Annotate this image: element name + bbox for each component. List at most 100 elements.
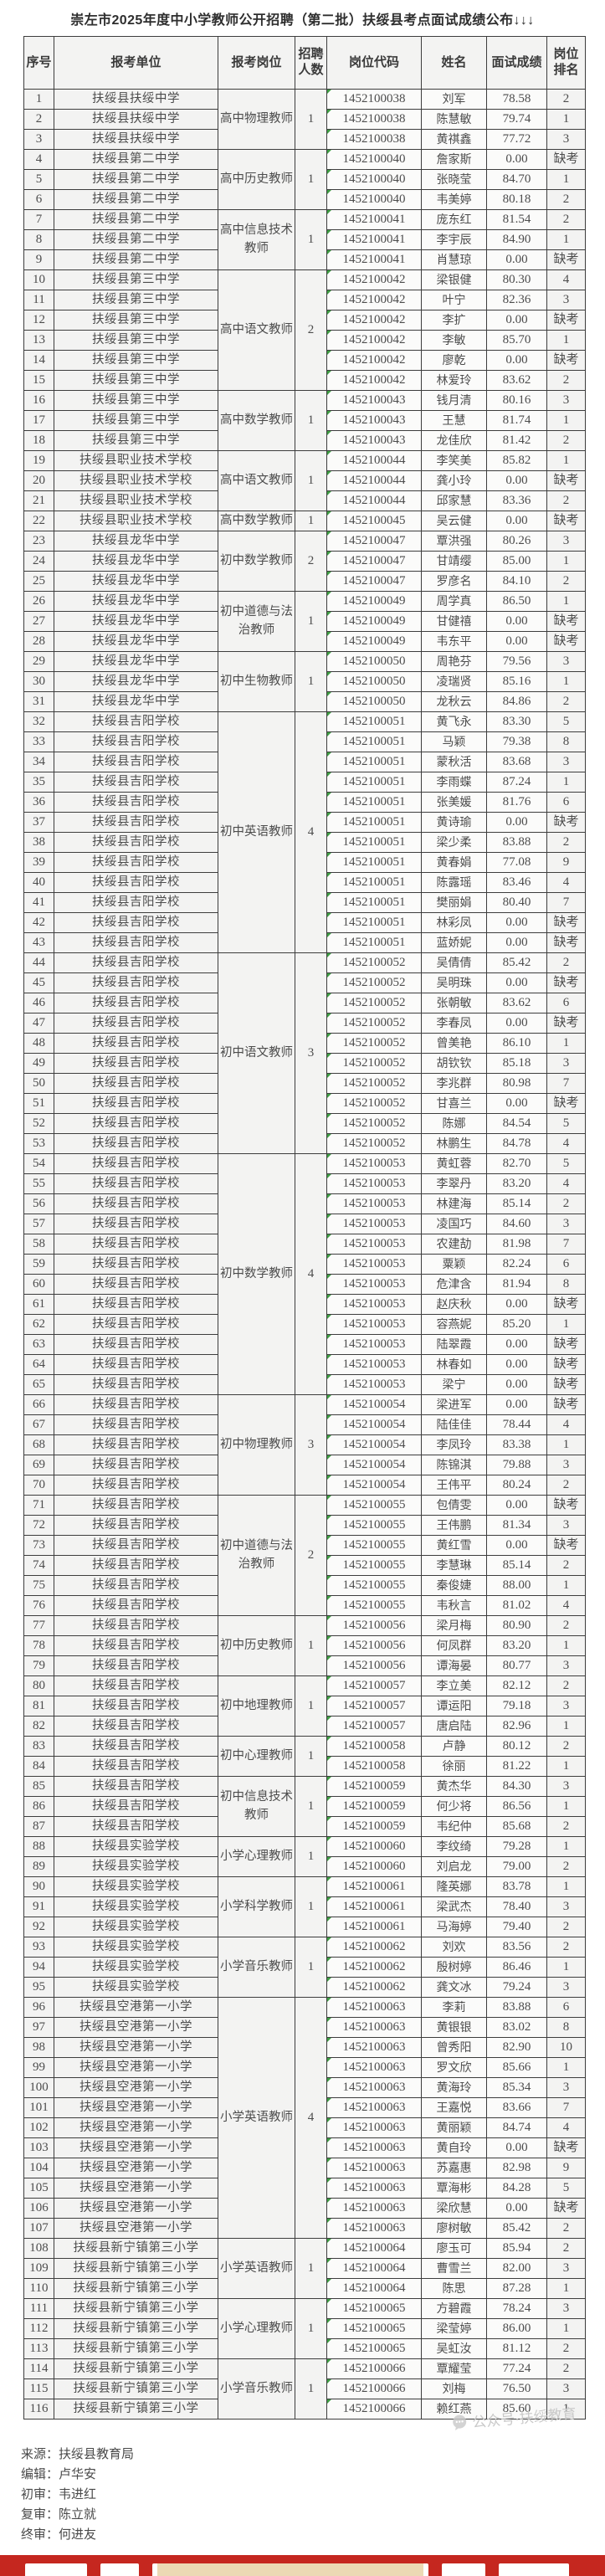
cell-seq-number: 114 bbox=[23, 2358, 54, 2379]
cell-recruit-count: 1 bbox=[295, 1736, 327, 1777]
cell-position-code: 1452100066 bbox=[326, 2378, 422, 2399]
cell-seq-number: 82 bbox=[23, 1716, 54, 1737]
cell-seq-number: 60 bbox=[23, 1274, 54, 1295]
cell-interview-score: 0.00 bbox=[486, 631, 547, 652]
cell-position-rank: 缺考 bbox=[546, 2198, 586, 2219]
cell-position: 初中道德与法治教师 bbox=[218, 1495, 295, 1616]
cell-position-code: 1452100051 bbox=[326, 792, 422, 813]
cell-recruit-count: 1 bbox=[295, 2298, 327, 2359]
cell-candidate-name: 李莉 bbox=[421, 1997, 487, 2018]
cell-school: 扶绥县实验学校 bbox=[54, 1917, 218, 1937]
cell-candidate-name: 唐启陆 bbox=[421, 1716, 487, 1737]
cell-position-code: 1452100053 bbox=[326, 1334, 422, 1355]
cell-position-rank: 3 bbox=[546, 390, 586, 411]
cell-school: 扶绥县龙华中学 bbox=[54, 671, 218, 692]
cell-interview-score: 83.62 bbox=[486, 370, 547, 391]
cell-position-code: 1452100066 bbox=[326, 2358, 422, 2379]
cell-seq-number: 101 bbox=[23, 2097, 54, 2118]
cell-seq-number: 38 bbox=[23, 832, 54, 853]
cell-school: 扶绥县第二中学 bbox=[54, 189, 218, 210]
cell-candidate-name: 王伟平 bbox=[421, 1475, 487, 1496]
cell-interview-score: 80.30 bbox=[486, 269, 547, 290]
cell-seq-number: 65 bbox=[23, 1374, 54, 1395]
cell-recruit-count: 4 bbox=[295, 1997, 327, 2239]
cell-position-rank: 缺考 bbox=[546, 310, 586, 331]
cell-seq-number: 31 bbox=[23, 691, 54, 712]
column-header: 序号 bbox=[23, 36, 54, 90]
cell-position-rank: 3 bbox=[546, 752, 586, 772]
cell-seq-number: 87 bbox=[23, 1816, 54, 1837]
cell-position: 高中信息技术教师 bbox=[218, 209, 295, 270]
cell-interview-score: 0.00 bbox=[486, 611, 547, 632]
cell-seq-number: 32 bbox=[23, 711, 54, 732]
cell-school: 扶绥县吉阳学校 bbox=[54, 1414, 218, 1435]
cell-position-rank: 1 bbox=[546, 109, 586, 130]
cell-interview-score: 81.34 bbox=[486, 1515, 547, 1536]
cell-interview-score: 83.88 bbox=[486, 832, 547, 853]
cell-seq-number: 40 bbox=[23, 872, 54, 893]
cell-position-code: 1452100063 bbox=[326, 2017, 422, 2038]
cell-candidate-name: 刘启龙 bbox=[421, 1856, 487, 1877]
cell-position-code: 1452100054 bbox=[326, 1455, 422, 1475]
cell-school: 扶绥县实验学校 bbox=[54, 1937, 218, 1958]
cell-interview-score: 84.70 bbox=[486, 169, 547, 190]
cell-seq-number: 95 bbox=[23, 1977, 54, 1998]
cell-position-rank: 缺考 bbox=[546, 611, 586, 632]
cell-candidate-name: 梁莹婷 bbox=[421, 2318, 487, 2339]
cell-seq-number: 67 bbox=[23, 1414, 54, 1435]
cell-interview-score: 0.00 bbox=[486, 972, 547, 993]
table-row: 91 扶绥县实验学校 1452100061 梁武杰 78.40 3 bbox=[23, 1896, 586, 1917]
cell-position-code: 1452100055 bbox=[326, 1535, 422, 1556]
cell-candidate-name: 廖树敏 bbox=[421, 2218, 487, 2239]
cell-position-code: 1452100053 bbox=[326, 1374, 422, 1395]
cell-seq-number: 39 bbox=[23, 852, 54, 873]
cell-interview-score: 0.00 bbox=[486, 310, 547, 331]
cell-position-code: 1452100052 bbox=[326, 1093, 422, 1114]
cell-seq-number: 71 bbox=[23, 1495, 54, 1516]
cell-position-rank: 3 bbox=[546, 1455, 586, 1475]
cell-recruit-count: 1 bbox=[295, 591, 327, 652]
cell-school: 扶绥县新宁镇第三小学 bbox=[54, 2238, 218, 2259]
cell-position-rank: 1 bbox=[546, 450, 586, 471]
cell-candidate-name: 李慧琳 bbox=[421, 1555, 487, 1576]
column-header: 报考岗位 bbox=[218, 36, 295, 90]
cell-seq-number: 47 bbox=[23, 1013, 54, 1034]
cell-position-code: 1452100043 bbox=[326, 410, 422, 431]
cell-school: 扶绥县新宁镇第三小学 bbox=[54, 2338, 218, 2359]
cell-seq-number: 70 bbox=[23, 1475, 54, 1496]
cell-school: 扶绥县吉阳学校 bbox=[54, 711, 218, 732]
cell-interview-score: 81.54 bbox=[486, 209, 547, 230]
cell-interview-score: 85.42 bbox=[486, 952, 547, 973]
cell-position-rank: 1 bbox=[546, 551, 586, 572]
cell-position-rank: 缺考 bbox=[546, 511, 586, 531]
cell-candidate-name: 马海婷 bbox=[421, 1917, 487, 1937]
banner-photo-strip bbox=[152, 2563, 428, 2576]
cell-seq-number: 74 bbox=[23, 1555, 54, 1576]
cell-school: 扶绥县吉阳学校 bbox=[54, 1354, 218, 1375]
cell-position-rank: 2 bbox=[546, 430, 586, 451]
cell-position-rank: 5 bbox=[546, 1113, 586, 1134]
cell-school: 扶绥县第二中学 bbox=[54, 229, 218, 250]
cell-seq-number: 43 bbox=[23, 932, 54, 953]
cell-interview-score: 79.88 bbox=[486, 1455, 547, 1475]
cell-position-code: 1452100038 bbox=[326, 89, 422, 110]
cell-school: 扶绥县实验学校 bbox=[54, 1836, 218, 1857]
cell-interview-score: 81.12 bbox=[486, 2338, 547, 2359]
cell-position-rank: 1 bbox=[546, 671, 586, 692]
cell-interview-score: 0.00 bbox=[486, 1535, 547, 1556]
cell-position-rank: 缺考 bbox=[546, 812, 586, 833]
table-row: 32 扶绥县吉阳学校 初中英语教师 4 1452100051 黄飞永 83.30 5 bbox=[23, 711, 586, 953]
cell-school: 扶绥县吉阳学校 bbox=[54, 1153, 218, 1174]
cell-seq-number: 49 bbox=[23, 1053, 54, 1074]
cell-position-code: 1452100050 bbox=[326, 651, 422, 672]
cell-position-rank: 2 bbox=[546, 189, 586, 210]
cell-position-code: 1452100058 bbox=[326, 1736, 422, 1757]
page-title: 崇左市2025年度中小学教师公开招聘（第二批）扶绥县考点面试成绩公布↓↓↓ bbox=[70, 13, 535, 28]
cell-position-rank: 2 bbox=[546, 1475, 586, 1496]
cell-position-rank: 1 bbox=[546, 1033, 586, 1054]
cell-school: 扶绥县第三中学 bbox=[54, 290, 218, 310]
cell-school: 扶绥县吉阳学校 bbox=[54, 932, 218, 953]
cell-interview-score: 85.70 bbox=[486, 330, 547, 351]
cell-position-rank: 6 bbox=[546, 792, 586, 813]
cell-position-rank: 1 bbox=[546, 2399, 586, 2419]
